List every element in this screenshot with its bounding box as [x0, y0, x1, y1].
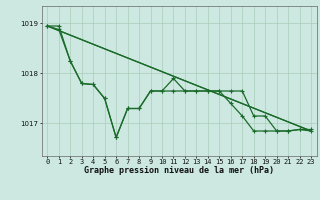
X-axis label: Graphe pression niveau de la mer (hPa): Graphe pression niveau de la mer (hPa) — [84, 166, 274, 175]
